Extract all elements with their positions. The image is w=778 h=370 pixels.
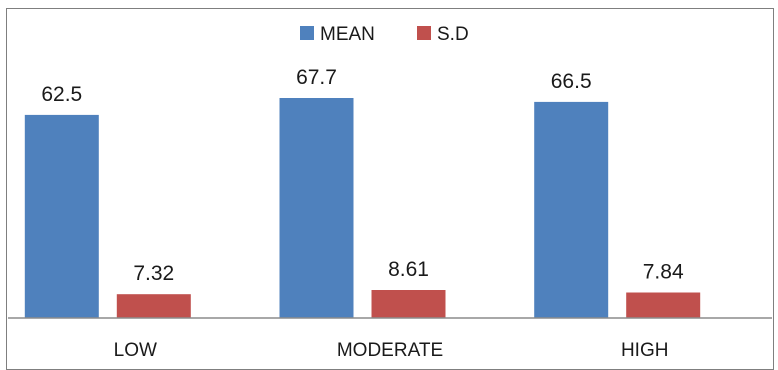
legend-swatch-mean [300,26,314,40]
legend-label-mean: MEAN [320,24,375,45]
bar-s-d-moderate [371,290,446,318]
chart-bars [24,98,701,319]
data-label-s-d-high: 7.84 [643,261,684,284]
bar-mean-low [24,114,99,319]
legend-swatch-s-d [417,26,431,40]
data-label-s-d-low: 7.32 [133,262,174,285]
bar-mean-moderate [279,98,354,318]
legend-label-s-d: S.D [437,24,469,45]
bar-s-d-high [626,292,701,318]
category-label-high: HIGH [621,340,669,361]
data-label-mean-moderate: 67.7 [296,66,337,89]
bar-s-d-low [116,294,191,318]
data-labels: 62.5 7.32 67.7 8.61 66.5 7.84 [41,66,684,285]
category-labels: LOW MODERATE HIGH [114,340,669,361]
data-label-s-d-moderate: 8.61 [388,258,429,281]
category-label-low: LOW [114,340,157,361]
chart-legend: MEAN S.D [300,24,469,45]
data-label-mean-high: 66.5 [551,70,592,93]
data-label-mean-low: 62.5 [41,83,82,106]
category-label-moderate: MODERATE [337,340,443,361]
bar-mean-high [534,101,609,319]
